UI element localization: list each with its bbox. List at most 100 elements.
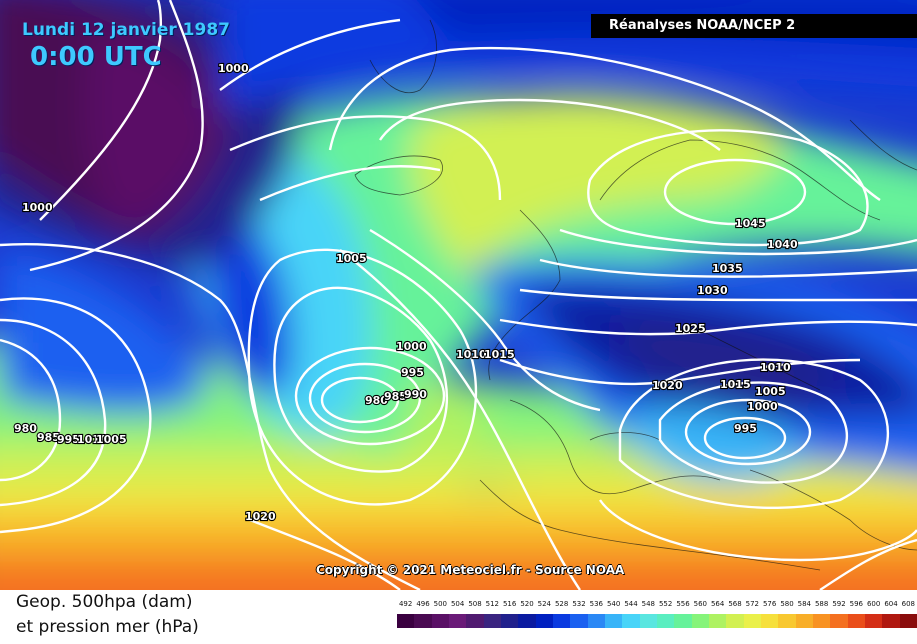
- scale-label: 580: [780, 600, 794, 608]
- scale-swatch: [518, 614, 537, 628]
- pressure-label: 995: [401, 366, 424, 379]
- scale-label: 568: [728, 600, 742, 608]
- scale-label: 556: [676, 600, 690, 608]
- pressure-label: 1010: [456, 348, 487, 361]
- scale-label: 512: [485, 600, 500, 608]
- scale-swatch: [795, 614, 814, 628]
- copyright-notice: Copyright © 2021 Meteociel.fr - Source N…: [316, 563, 625, 577]
- scale-swatch: [449, 614, 467, 628]
- scale-swatch: [691, 614, 710, 628]
- scale-swatch: [899, 614, 917, 628]
- pressure-label: 1020: [245, 510, 276, 523]
- scale-swatch: [830, 614, 849, 628]
- scale-label: 596: [849, 600, 864, 608]
- pressure-label: 980: [14, 422, 37, 435]
- legend-title-pressure: et pression mer (hPa): [16, 617, 199, 637]
- pressure-label: 995: [57, 433, 80, 446]
- geopotential-field: 1000100010051000995980985990101010159809…: [0, 0, 917, 590]
- scale-label: 584: [797, 600, 812, 608]
- source-banner: Réanalyses NOAA/NCEP 2: [591, 14, 917, 38]
- pressure-label: 1005: [336, 252, 367, 265]
- scale-label: 608: [901, 600, 916, 608]
- color-scale-bar: [397, 614, 917, 628]
- scale-label: 516: [502, 600, 517, 608]
- pressure-label: 1045: [735, 217, 766, 230]
- scale-label: 564: [710, 600, 725, 608]
- scale-swatch: [535, 614, 554, 628]
- scale-label: 544: [624, 600, 638, 608]
- map-date: Lundi 12 janvier 1987: [22, 20, 230, 40]
- scale-label: 508: [468, 600, 482, 608]
- scale-label: 600: [866, 600, 881, 608]
- scale-label: 528: [554, 600, 569, 608]
- scale-swatch: [622, 614, 641, 628]
- scale-label: 572: [745, 600, 760, 608]
- scale-label: 548: [641, 600, 656, 608]
- scale-label: 504: [450, 600, 465, 608]
- pressure-label: 1035: [712, 262, 743, 275]
- color-scale-labels: 492 496 500 504 508 512 516 520 524 528 532 536 540 5…: [397, 600, 917, 612]
- pressure-label: 1015: [720, 378, 751, 391]
- scale-label: 540: [606, 600, 621, 608]
- scale-swatch: [431, 614, 450, 628]
- scale-label: 552: [658, 600, 673, 608]
- scale-swatch: [657, 614, 675, 628]
- pressure-label: 980: [365, 394, 388, 407]
- scale-label: 532: [572, 600, 586, 608]
- pressure-label: 1000: [218, 62, 249, 75]
- scale-swatch: [847, 614, 866, 628]
- pressure-label: 1010: [760, 361, 791, 374]
- scale-label: 576: [762, 600, 777, 608]
- scale-swatch: [397, 614, 415, 628]
- scale-swatch: [743, 614, 762, 628]
- legend-title-geopotential: Geop. 500hpa (dam): [16, 592, 193, 612]
- scale-swatch: [813, 614, 831, 628]
- scale-swatch: [882, 614, 901, 628]
- scale-swatch: [639, 614, 658, 628]
- scale-swatch: [553, 614, 571, 628]
- scale-label: 500: [433, 600, 448, 608]
- scale-label: 560: [693, 600, 708, 608]
- isobars: [0, 0, 917, 590]
- scale-swatch: [674, 614, 693, 628]
- pressure-label: 995: [734, 422, 757, 435]
- legend-area: Geop. 500hpa (dam) et pression mer (hPa)…: [0, 590, 917, 644]
- scale-swatch: [709, 614, 727, 628]
- scale-swatch: [414, 614, 433, 628]
- weather-map: 1000100010051000995980985990101010159809…: [0, 0, 917, 590]
- scale-swatch: [865, 614, 883, 628]
- scale-swatch: [778, 614, 797, 628]
- pressure-label: 985: [37, 431, 60, 444]
- pressure-label: 1005: [755, 385, 786, 398]
- scale-swatch: [761, 614, 779, 628]
- scale-label: 536: [589, 600, 604, 608]
- pressure-label: 1000: [396, 340, 427, 353]
- scale-label: 588: [814, 600, 829, 608]
- pressure-label: 1020: [652, 379, 683, 392]
- pressure-label: 1000: [747, 400, 778, 413]
- scale-swatch: [483, 614, 502, 628]
- pressure-label: 1005: [96, 433, 127, 446]
- scale-label: 524: [537, 600, 552, 608]
- scale-label: 492: [398, 600, 413, 608]
- scale-swatch: [605, 614, 623, 628]
- scale-swatch: [501, 614, 519, 628]
- scale-swatch: [726, 614, 745, 628]
- scale-swatch: [587, 614, 606, 628]
- scale-swatch: [466, 614, 485, 628]
- pressure-label: 1040: [767, 238, 798, 251]
- pressure-label: 985: [384, 390, 407, 403]
- pressure-label: 1015: [484, 348, 515, 361]
- pressure-label-layer: 1000100010051000995980985990101010159809…: [13, 61, 799, 524]
- pressure-label: 990: [404, 388, 427, 401]
- map-time: 0:00 UTC: [30, 42, 162, 72]
- scale-swatch: [570, 614, 589, 628]
- pressure-label: 1000: [22, 201, 53, 214]
- pressure-label: 1030: [697, 284, 728, 297]
- pressure-label: 1010: [77, 433, 108, 446]
- scale-label: 592: [832, 600, 846, 608]
- scale-label: 604: [884, 600, 898, 608]
- pressure-label: 1025: [675, 322, 706, 335]
- scale-label: 496: [416, 600, 430, 608]
